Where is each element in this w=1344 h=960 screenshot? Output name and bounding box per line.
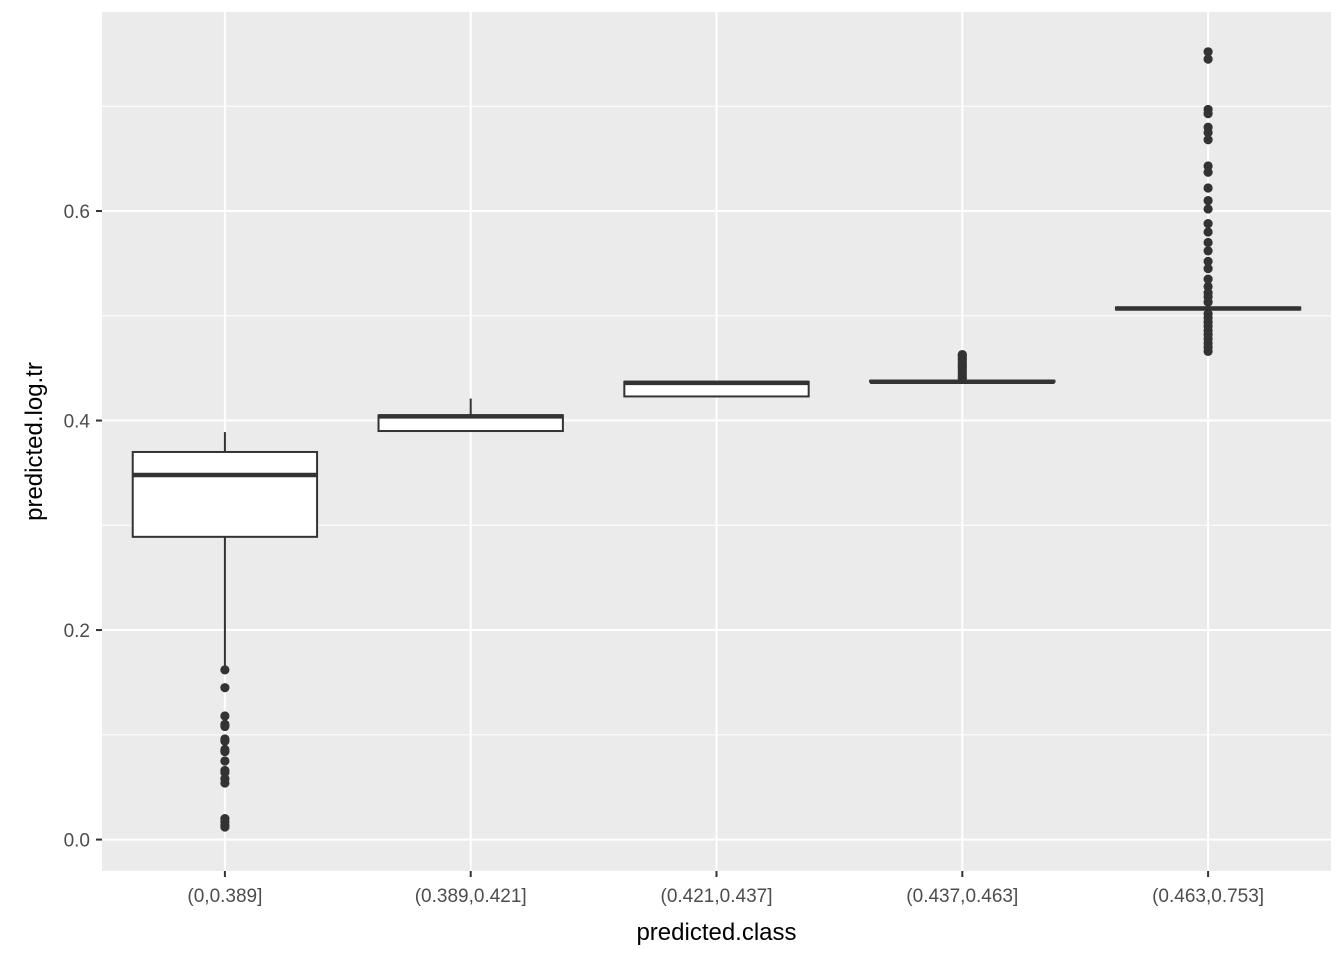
outlier-point [1203,246,1213,256]
outlier-point [1203,274,1213,284]
x-tick-label: (0.437,0.463] [906,886,1018,907]
boxes-layer [131,47,1302,832]
outlier-point [1203,219,1213,229]
outlier-point [1203,195,1213,206]
box-iqr [131,450,319,538]
y-axis-title: predicted.log.tr [21,362,48,521]
box-group-2 [377,398,564,433]
y-axis: 0.0 0.2 0.4 0.6 [64,202,102,852]
outlier-point [1203,183,1213,193]
outlier-point [1203,47,1213,57]
outlier-point [1203,237,1213,248]
outlier-point [1203,109,1213,119]
x-axis: (0,0.389] (0.389,0.421] (0.421,0.437] (0.43… [187,871,1264,907]
x-tick-label: (0.389,0.421] [415,886,527,907]
y-tick-label: 0.2 [64,621,90,642]
y-tick-label: 0.6 [64,202,90,223]
outlier-point [220,756,230,766]
outlier-point [220,822,230,832]
outlier-point [220,683,230,693]
x-tick-label: (0,0.389] [187,886,262,907]
outlier-point [1203,127,1213,138]
outlier-point [220,711,230,721]
outlier-point [957,349,967,360]
outlier-point [220,746,230,757]
outlier-point [220,721,230,732]
x-axis-title: predicted.class [636,919,796,946]
box-group-3 [623,380,810,398]
outlier-point [1203,54,1213,64]
outlier-point [220,767,230,778]
outlier-point [1203,227,1213,237]
outlier-point [220,778,230,788]
outlier-point [220,736,230,746]
grid-major [102,12,1331,871]
outlier-point [1203,346,1213,357]
outlier-point [1203,135,1213,145]
outlier-point [1203,204,1213,214]
outlier-point [1203,281,1213,292]
box-group-5 [1114,47,1302,357]
outlier-point [1203,256,1213,266]
outlier-point [1203,297,1213,307]
y-tick-label: 0.0 [64,831,90,852]
x-tick-label: (0.463,0.753] [1152,886,1264,907]
x-tick-label: (0.421,0.437] [661,886,773,907]
outlier-point [1203,264,1213,274]
box-group-1 [131,432,319,832]
outlier-point [220,665,230,675]
y-tick-label: 0.4 [64,412,91,433]
outlier-point [1203,167,1213,177]
outlier-point [1203,161,1213,171]
box-group-4 [869,349,1056,385]
